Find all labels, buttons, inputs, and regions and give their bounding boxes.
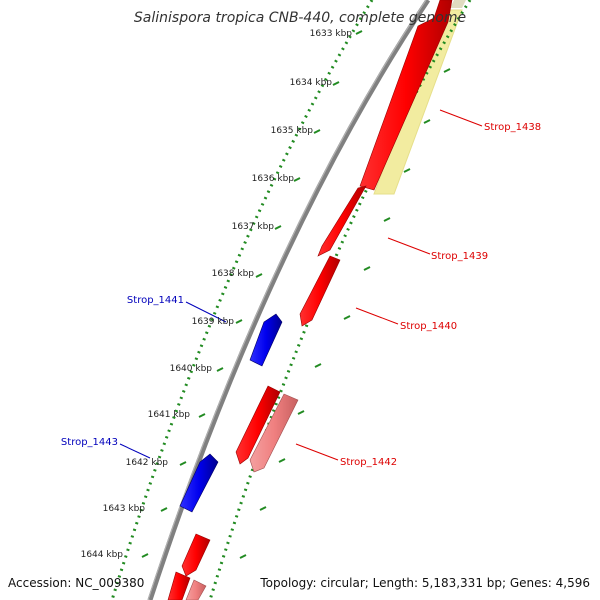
gene-label[interactable]: Strop_1441: [127, 295, 184, 306]
tick-labels: 1633 kbp 1634 kbp 1635 kbp 1636 kbp 1637…: [81, 29, 353, 560]
gene-label[interactable]: Strop_1438: [484, 122, 541, 133]
genome-summary: Topology: circular; Length: 5,183,331 bp…: [259, 576, 590, 590]
tick-label: 1634 kbp: [290, 78, 333, 88]
gene-forward-bottom-1[interactable]: [181, 533, 211, 577]
label-leaders: [119, 109, 483, 461]
gene-forward-lower[interactable]: [235, 385, 281, 465]
tick-label: 1641 kbp: [148, 410, 191, 420]
gene-strop-1443[interactable]: [179, 453, 219, 513]
tick-label: 1644 kbp: [81, 550, 124, 560]
gene-forward-bottom-3[interactable]: [185, 579, 207, 600]
tick-label: 1633 kbp: [310, 29, 353, 39]
gene-label[interactable]: Strop_1442: [340, 457, 397, 468]
gene-label[interactable]: Strop_1439: [431, 251, 488, 262]
tick-label: 1640 kbp: [170, 364, 213, 374]
major-ticks: [141, 30, 451, 559]
gene-forward-bottom-2[interactable]: [167, 571, 191, 600]
gene-strop-1442[interactable]: [249, 393, 299, 473]
tick-label: 1638 kbp: [212, 269, 255, 279]
tick-label: 1643 kbp: [103, 504, 146, 514]
highlight-band-top: [450, 0, 466, 8]
gene-label[interactable]: Strop_1440: [400, 321, 457, 332]
gene-strop-1439[interactable]: [317, 185, 367, 257]
tick-label: 1642 kbp: [126, 458, 169, 468]
genome-title: Salinispora tropica CNB-440, complete ge…: [134, 10, 466, 26]
tick-label: 1639 kbp: [192, 317, 235, 327]
tick-label: 1637 kbp: [232, 222, 275, 232]
tick-label: 1636 kbp: [252, 174, 295, 184]
gene-strop-1441[interactable]: [249, 313, 283, 367]
gene-strop-1440[interactable]: [299, 255, 341, 327]
accession-text: Accession: NC_009380: [8, 576, 144, 590]
tick-label: 1635 kbp: [271, 126, 314, 136]
gene-label[interactable]: Strop_1443: [61, 437, 118, 448]
